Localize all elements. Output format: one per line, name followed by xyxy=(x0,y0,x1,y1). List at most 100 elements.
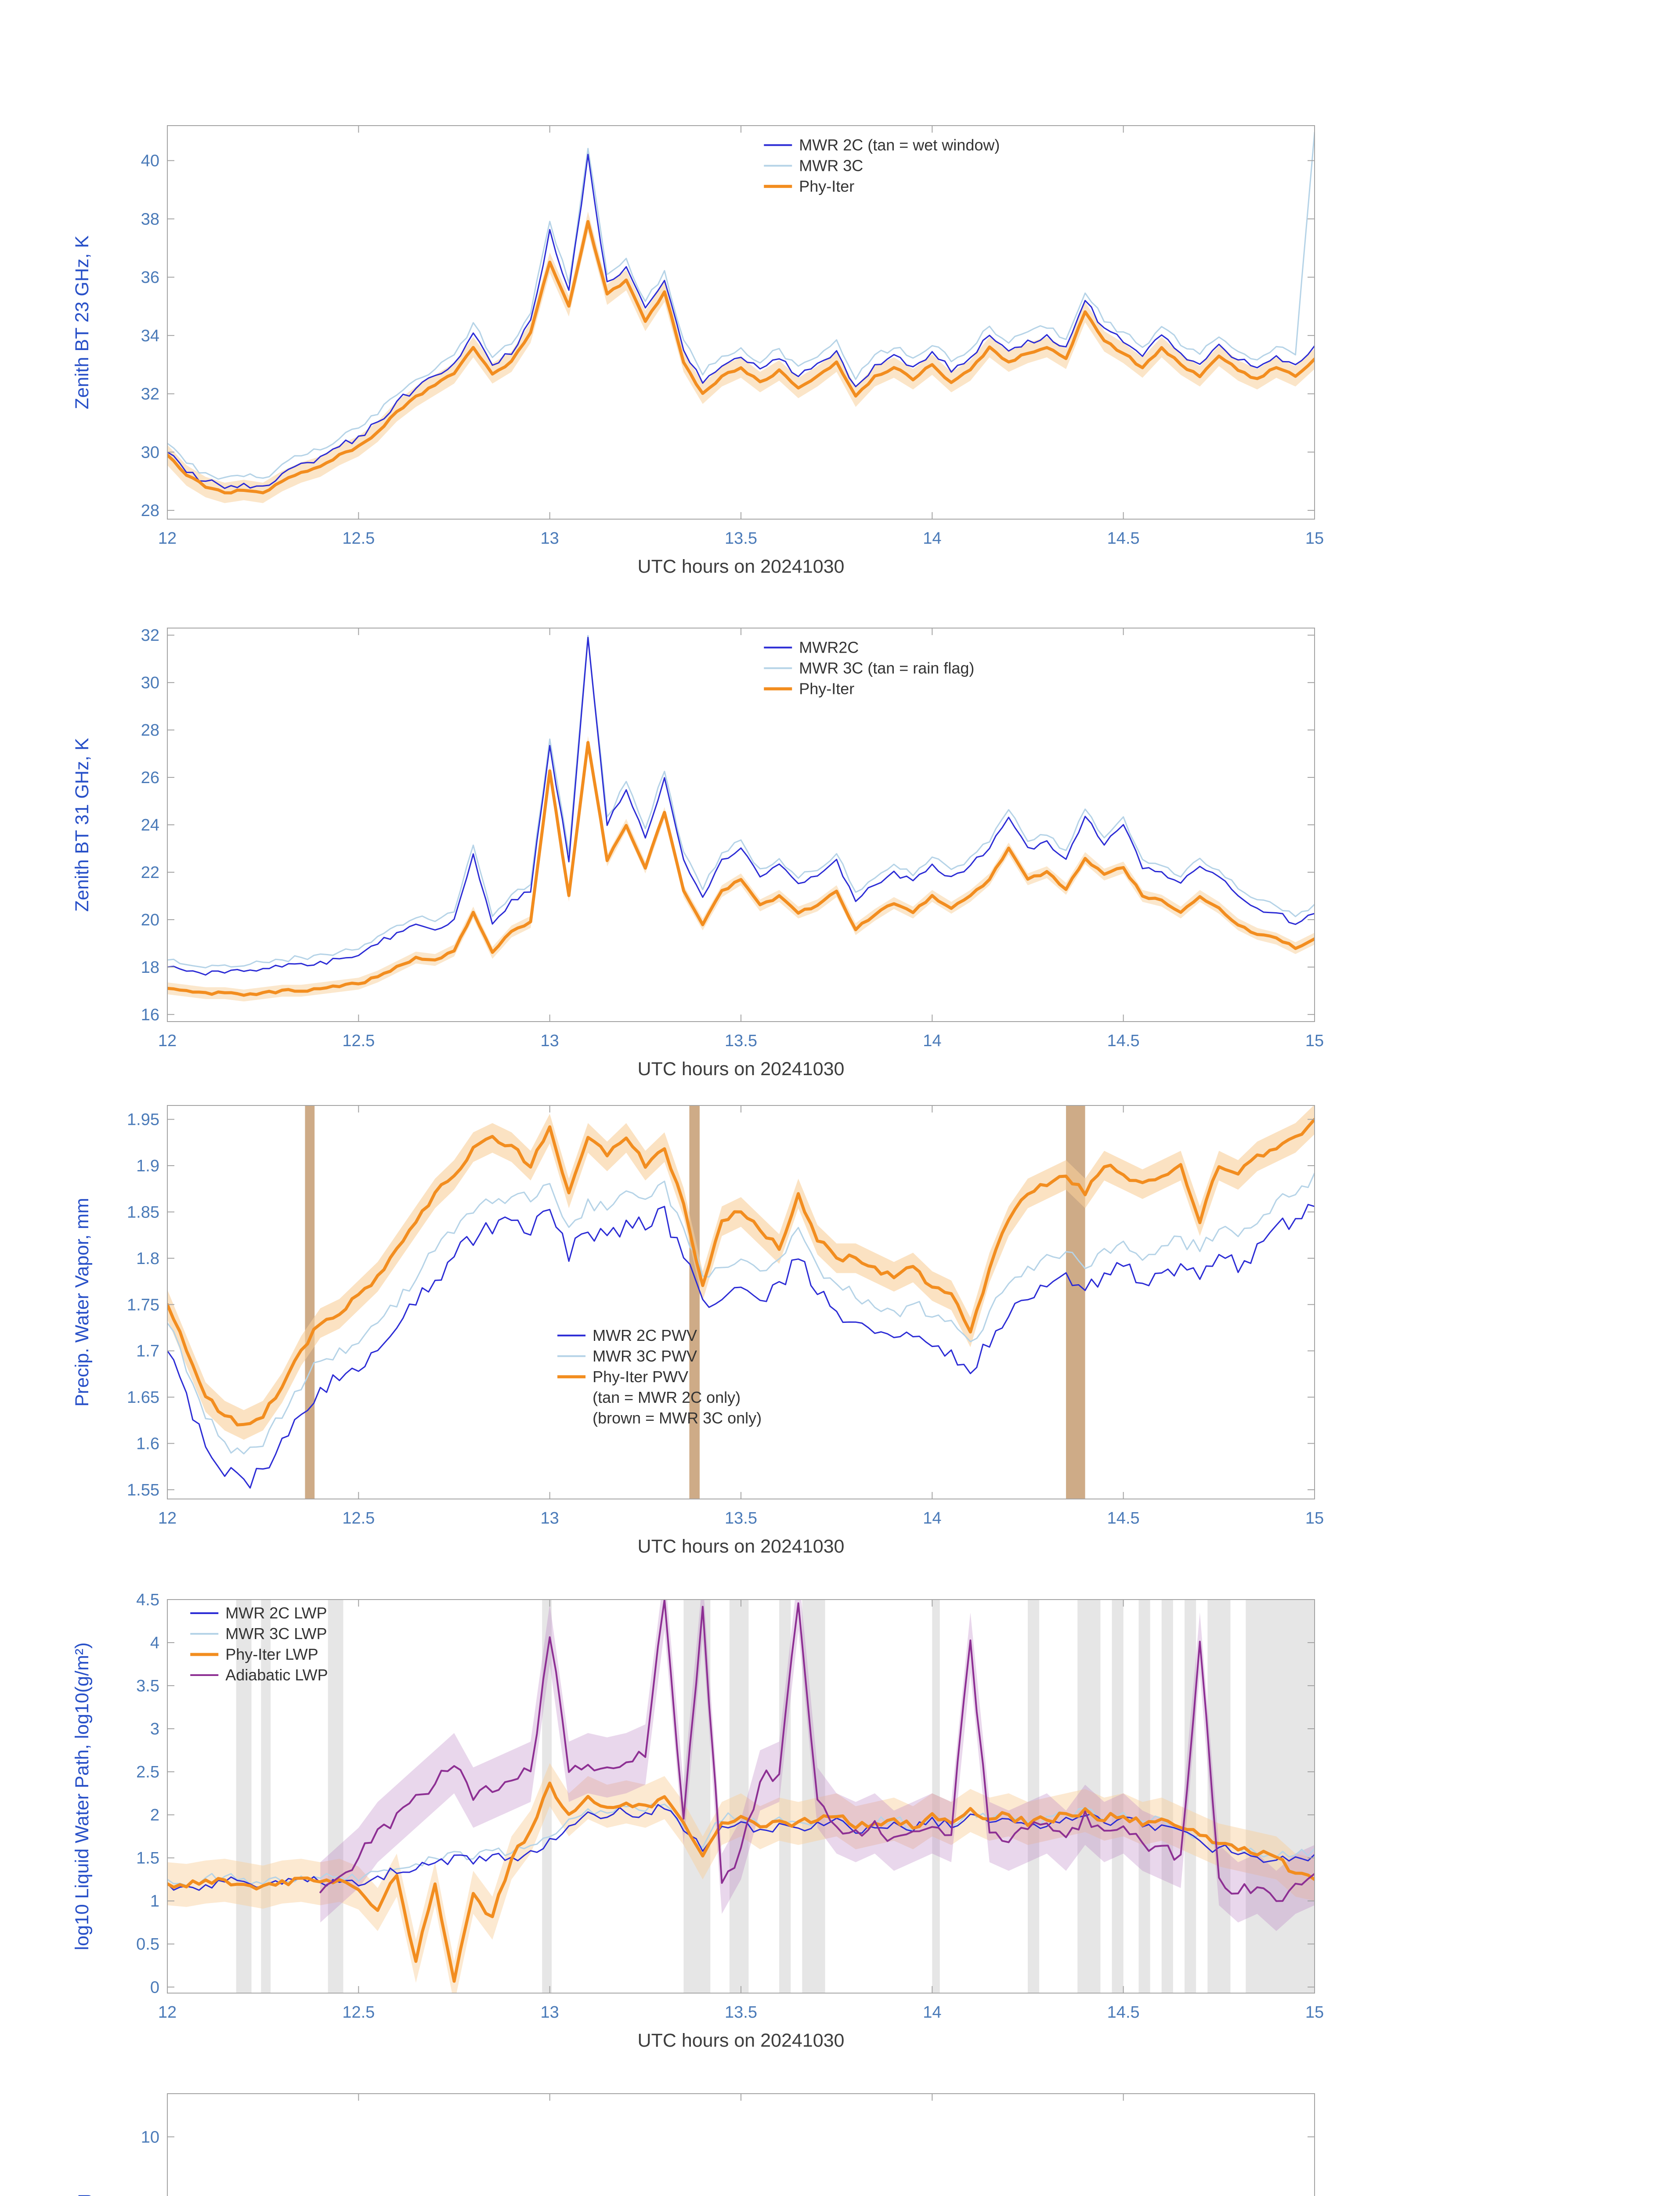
y-tick-label: 32 xyxy=(141,626,159,645)
panel-3-legend: MWR 2C PWV MWR 3C PWV Phy-Iter PWV (tan = M… xyxy=(557,1326,762,1427)
flag-band xyxy=(1028,1600,1040,1993)
flag-band xyxy=(1161,1600,1173,1993)
series-mwr-2c-line xyxy=(167,154,1315,489)
x-tick-label: 13 xyxy=(541,1032,559,1050)
legend-label: MWR 3C PWV xyxy=(593,1347,697,1365)
flag-band xyxy=(1246,1600,1315,1993)
x-tick-label: 12.5 xyxy=(342,1509,375,1528)
y-tick-label: 30 xyxy=(141,443,159,462)
x-tick-label: 14.5 xyxy=(1107,1032,1140,1050)
y-axis-label: MWR Phy Iter DQ Flag xyxy=(72,2194,93,2196)
x-tick-label: 12.5 xyxy=(342,1032,375,1050)
flag-band xyxy=(328,1600,343,1993)
panel-2-legend: MWR2C MWR 3C (tan = rain flag) Phy-Iter xyxy=(764,638,974,697)
flag-band xyxy=(542,1600,552,1993)
x-axis-label: UTC hours on 20241030 xyxy=(638,2030,845,2051)
legend-label: Phy-Iter xyxy=(799,177,854,195)
x-tick-label: 13.5 xyxy=(725,529,757,548)
legend-label: Phy-Iter LWP xyxy=(225,1645,318,1663)
series-phy-iter-line xyxy=(167,741,1315,997)
y-tick-label: 32 xyxy=(141,385,159,404)
series-mwr-2c-line xyxy=(167,637,1315,976)
y-tick-label: 1.7 xyxy=(136,1342,159,1361)
legend-label: Phy-Iter xyxy=(799,679,854,697)
y-axis-label: Zenith BT 23 GHz, K xyxy=(72,235,93,409)
x-tick-label: 14.5 xyxy=(1107,529,1140,548)
flag-band xyxy=(729,1600,749,1993)
y-tick-label: 10 xyxy=(141,2128,159,2146)
series-phy-iter-pwv-line xyxy=(167,1118,1315,1427)
y-tick-label: 28 xyxy=(141,721,159,740)
x-tick-label: 15 xyxy=(1305,1032,1324,1050)
panel-1-legend: MWR 2C (tan = wet window) MWR 3C Phy-Iter xyxy=(764,136,1000,195)
y-tick-label: 0.5 xyxy=(136,1935,159,1954)
panel-4-axes: 12 12.5 13 13.5 14 14.5 15 0 0.5 1 1.5 2 2.5 3 3.5 4 4.5 xyxy=(136,1591,1324,2022)
x-tick-label: 12.5 xyxy=(342,2003,375,2022)
y-axis-label: log10 Liquid Water Path, log10(g/m²) xyxy=(72,1642,93,1950)
flag-band xyxy=(932,1600,940,1993)
y-tick-label: 38 xyxy=(141,210,159,228)
panel-2-axes: 12 12.5 13 13.5 14 14.5 15 16 18 20 22 24 26 28 30 32 xyxy=(141,626,1324,1050)
y-tick-label: 4 xyxy=(150,1634,159,1652)
series-phy-iter-line xyxy=(167,220,1315,495)
x-tick-label: 13.5 xyxy=(725,1509,757,1528)
y-tick-label: 22 xyxy=(141,863,159,882)
x-tick-label: 14.5 xyxy=(1107,1509,1140,1528)
y-tick-label: 16 xyxy=(141,1006,159,1024)
series-mwr-3c-pwv-line xyxy=(167,1172,1315,1455)
y-tick-label: 2 xyxy=(150,1806,159,1824)
series-adiabatic-lwp-band xyxy=(320,1600,1315,1931)
series-mwr-2c-pwv-line xyxy=(167,1204,1315,1489)
panel-3-plot-area xyxy=(167,1105,1315,1499)
y-tick-label: 1.55 xyxy=(127,1481,159,1499)
flag-band xyxy=(689,1105,700,1499)
panel-4-legend: MWR 2C LWP MWR 3C LWP Phy-Iter LWP Adiabati… xyxy=(190,1604,328,1684)
x-tick-label: 14 xyxy=(923,1032,941,1050)
panel-2: 12 12.5 13 13.5 14 14.5 15 16 18 20 22 24 26 28 30 32 UT… xyxy=(72,626,1324,1080)
y-tick-label: 36 xyxy=(141,268,159,287)
y-tick-label: 40 xyxy=(141,152,159,170)
panel-4: 12 12.5 13 13.5 14 14.5 15 0 0.5 1 1.5 2 2.5 3 3.5 4 4.5… xyxy=(72,1591,1324,2051)
y-tick-label: 34 xyxy=(141,327,159,345)
x-tick-label: 13 xyxy=(541,1509,559,1528)
flag-band xyxy=(1138,1600,1150,1993)
y-tick-label: 18 xyxy=(141,958,159,977)
y-tick-label: 24 xyxy=(141,816,159,834)
flag-band xyxy=(1112,1600,1124,1993)
y-axis-label: Zenith BT 31 GHz, K xyxy=(72,738,93,912)
legend-label: MWR 2C LWP xyxy=(225,1604,327,1622)
y-tick-label: 1.9 xyxy=(136,1157,159,1175)
legend-label: (brown = MWR 3C only) xyxy=(593,1409,762,1427)
y-tick-label: 8 xyxy=(150,2195,159,2196)
series-mwr-3c-line xyxy=(167,635,1315,968)
flag-band xyxy=(261,1600,271,1993)
legend-label: MWR 3C (tan = rain flag) xyxy=(799,659,974,677)
y-tick-label: 0 xyxy=(150,1978,159,1997)
x-tick-label: 14 xyxy=(923,529,941,548)
panel-1: 12 12.5 13 13.5 14 14.5 15 28 30 32 34 36 38 40 UTC ho… xyxy=(72,125,1324,577)
panel-4-plot-area xyxy=(167,1600,1315,1993)
y-tick-label: 1.95 xyxy=(127,1111,159,1129)
legend-label: MWR2C xyxy=(799,638,859,656)
y-tick-label: 1.85 xyxy=(127,1203,159,1221)
y-tick-label: 1.75 xyxy=(127,1296,159,1314)
y-tick-label: 3.5 xyxy=(136,1677,159,1695)
x-axis-label: UTC hours on 20241030 xyxy=(638,1058,845,1080)
series-adiabatic-lwp-line xyxy=(319,1600,1315,1902)
flag-band xyxy=(236,1600,252,1993)
x-axis-label: UTC hours on 20241030 xyxy=(638,556,845,577)
legend-label: MWR 2C PWV xyxy=(593,1326,697,1344)
y-tick-label: 1.5 xyxy=(136,1849,159,1867)
flag-band xyxy=(779,1600,791,1993)
y-tick-label: 4.5 xyxy=(136,1591,159,1609)
panel-1-plot-area xyxy=(167,131,1315,503)
x-tick-label: 12.5 xyxy=(342,529,375,548)
panel-1-axes: 12 12.5 13 13.5 14 14.5 15 28 30 32 34 36 38 40 xyxy=(141,125,1324,548)
legend-label: MWR 2C (tan = wet window) xyxy=(799,136,1000,154)
y-tick-label: 3 xyxy=(150,1720,159,1738)
x-tick-label: 12 xyxy=(158,1032,177,1050)
flag-band xyxy=(305,1105,315,1499)
x-tick-label: 15 xyxy=(1305,1509,1324,1528)
